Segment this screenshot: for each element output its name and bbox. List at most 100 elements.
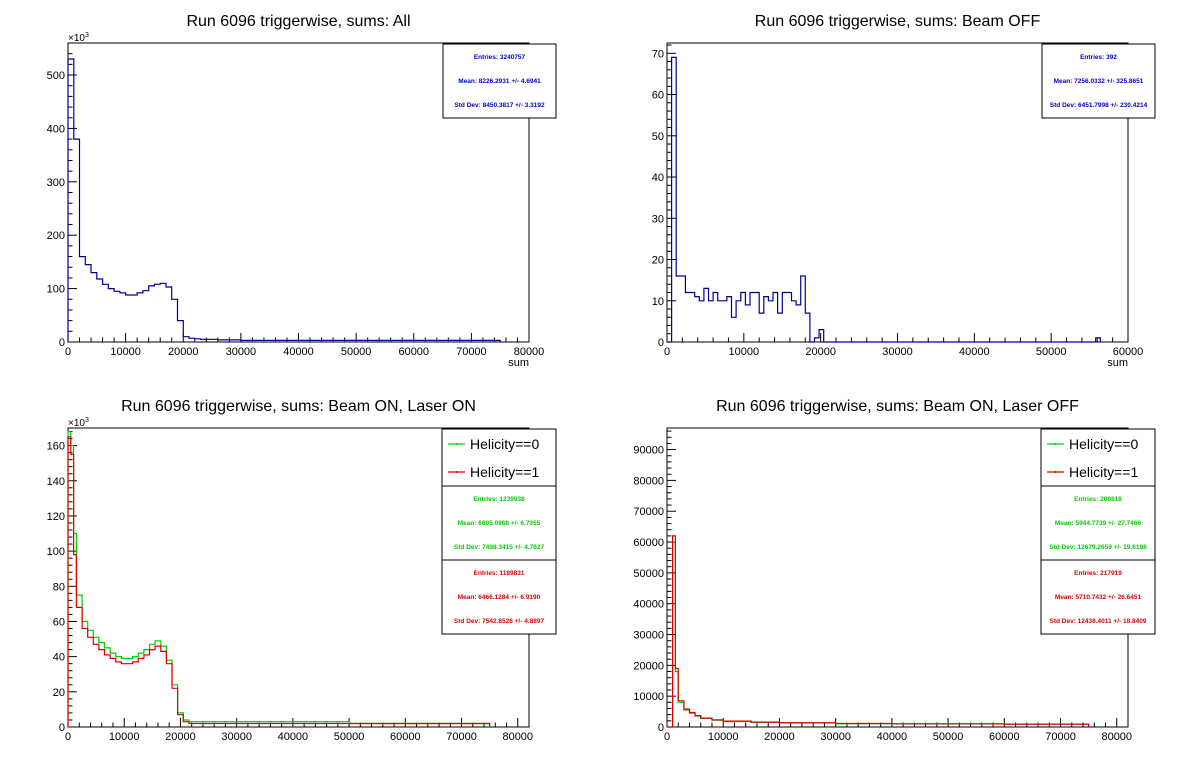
- chart-panel-4: Run 6096 triggerwise, sums: Beam ON, Las…: [633, 398, 1156, 743]
- y-tick-label: 20: [53, 687, 65, 699]
- x-tick-label: 20000: [764, 731, 795, 743]
- chart-panel-3: Run 6096 triggerwise, sums: Beam ON, Las…: [47, 398, 557, 743]
- x-tick-label: 70000: [456, 346, 487, 358]
- stats-box: [1040, 485, 1156, 561]
- x-tick-label: 0: [65, 346, 71, 358]
- legend-marker: [1054, 443, 1057, 445]
- x-tick-label: 30000: [226, 346, 257, 358]
- y-tick-label: 400: [47, 123, 65, 135]
- x-tick-label: 80000: [502, 731, 533, 743]
- stats-line: Mean: 5944.7739 +/- 27.7466: [1055, 520, 1142, 527]
- y-tick-label: 10: [652, 296, 664, 308]
- x-tick-label: 20000: [805, 346, 836, 358]
- y-tick-label: 50: [652, 131, 664, 143]
- x-tick-label: 10000: [708, 731, 739, 743]
- legend-label: Helicity==0: [1069, 436, 1138, 452]
- stats-line: Mean: 7256.0332 +/- 325.8651: [1054, 78, 1144, 85]
- x-tick-label: 60000: [398, 346, 429, 358]
- legend-label: Helicity==1: [1069, 464, 1138, 480]
- stats-line: Std Dev: 8450.3817 +/- 3.3192: [454, 102, 545, 109]
- y-tick-label: 40000: [633, 599, 664, 611]
- stats-line: Mean: 6805.0968 +/- 6.7355: [458, 520, 541, 527]
- stats-line: Std Dev: 7542.8526 +/- 4.8897: [454, 618, 545, 625]
- y-tick-label: 70: [652, 48, 664, 60]
- x-tick-label: 40000: [278, 731, 309, 743]
- x-tick-label: 0: [664, 731, 670, 743]
- x-tick-label: 20000: [168, 346, 199, 358]
- y-tick-label: 40: [53, 652, 65, 664]
- x-axis-label: sum: [508, 357, 529, 369]
- stats-box: [442, 43, 557, 119]
- y-tick-label: 0: [59, 722, 65, 734]
- histogram-series-2: [667, 535, 1090, 728]
- chart-panel-2: Run 6096 triggerwise, sums: Beam OFF 0 100…: [652, 13, 1156, 369]
- x-axis-label: sum: [1107, 357, 1128, 369]
- y-tick-label: 60: [53, 616, 65, 628]
- y-tick-label: 20: [652, 255, 664, 267]
- x-tick-label: 50000: [334, 731, 365, 743]
- stats-line: Entries: 1239938: [473, 496, 525, 503]
- stats-line: Entries: 3240757: [474, 54, 526, 61]
- x-tick-label: 10000: [729, 346, 760, 358]
- y-tick-label: 50000: [633, 568, 664, 580]
- stats-box: [1041, 43, 1156, 119]
- stats-line: Entries: 392: [1080, 54, 1117, 61]
- y-tick-label: 30000: [633, 630, 664, 642]
- histogram-series-1: [667, 56, 1101, 343]
- y-tick-label: 60: [652, 90, 664, 102]
- chart-title: Run 6096 triggerwise, sums: Beam ON, Las…: [716, 398, 1079, 415]
- chart-title: Run 6096 triggerwise, sums: All: [186, 13, 410, 30]
- stats-line: Std Dev: 7498.3415 +/- 4.7627: [454, 544, 545, 551]
- x-tick-label: 30000: [820, 731, 851, 743]
- stats-box: [1040, 559, 1156, 635]
- legend-box: [441, 428, 557, 487]
- legend-box: [1040, 428, 1156, 487]
- x-tick-label: 30000: [221, 731, 252, 743]
- x-tick-label: 40000: [283, 346, 314, 358]
- histogram-series-2: [67, 436, 491, 727]
- y-tick-label: 200: [47, 230, 65, 242]
- x-tick-label: 40000: [959, 346, 990, 358]
- stats-line: Mean: 5710.7432 +/- 26.6451: [1055, 594, 1142, 601]
- legend-marker: [455, 443, 458, 445]
- stats-box: [441, 559, 557, 635]
- stats-line: Mean: 8226.2931 +/- 4.6941: [458, 78, 541, 85]
- stats-box: [441, 485, 557, 561]
- x-tick-label: 50000: [1036, 346, 1067, 358]
- x-tick-label: 30000: [882, 346, 913, 358]
- y-tick-label: 0: [658, 722, 664, 734]
- stats-line: Mean: 6466.1284 +/- 6.9190: [458, 594, 541, 601]
- chart-title: Run 6096 triggerwise, sums: Beam OFF: [755, 13, 1041, 30]
- stats-line: Entries: 208818: [1074, 496, 1122, 503]
- x-tick-label: 60000: [390, 731, 421, 743]
- y-tick-label: 100: [47, 546, 65, 558]
- x-tick-label: 10000: [110, 346, 141, 358]
- y-tick-label: 90000: [633, 445, 664, 457]
- stats-line: Std Dev: 12438.4011 +/- 18.8409: [1049, 618, 1146, 625]
- y-tick-label: 0: [59, 337, 65, 349]
- y-tick-label: 40: [652, 172, 664, 184]
- legend-marker: [455, 471, 458, 473]
- x-tick-label: 40000: [877, 731, 908, 743]
- stats-line: Std Dev: 12679.2659 +/- 19.6198: [1049, 544, 1147, 551]
- histogram-series-1: [67, 430, 491, 727]
- y-tick-label: 300: [47, 177, 65, 189]
- x-tick-label: 80000: [1101, 731, 1132, 743]
- legend-label: Helicity==0: [470, 436, 539, 452]
- chart-panel-1: Run 6096 triggerwise, sums: All 0 10000 200…: [47, 13, 557, 369]
- y-tick-label: 100: [47, 284, 65, 296]
- y-tick-label: 0: [658, 337, 664, 349]
- histogram-series-1: [667, 541, 1090, 728]
- y-tick-label: 140: [47, 476, 65, 488]
- x-tick-label: 50000: [933, 731, 964, 743]
- stats-line: Entries: 217919: [1074, 570, 1122, 577]
- y-tick-label: 20000: [633, 660, 664, 672]
- chart-title: Run 6096 triggerwise, sums: Beam ON, Las…: [121, 398, 476, 415]
- y-tick-label: 80: [53, 581, 65, 593]
- x-tick-label: 20000: [165, 731, 196, 743]
- y-multiplier: ×103: [68, 32, 89, 44]
- stats-line: Entries: 1189831: [474, 570, 525, 577]
- x-tick-label: 80000: [514, 346, 545, 358]
- y-tick-label: 60000: [633, 537, 664, 549]
